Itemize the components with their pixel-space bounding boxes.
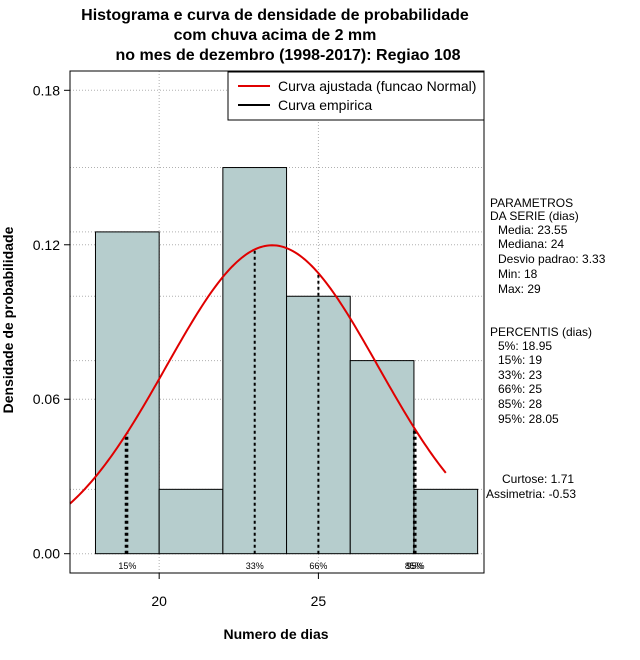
param-max: Max: 29 <box>498 282 541 296</box>
percentile-label-3: 66% <box>309 561 327 571</box>
legend-box <box>227 71 485 121</box>
histogram-bar-5 <box>413 488 479 555</box>
legend-label-fitted: Curva ajustada (funcao Normal) <box>278 78 476 94</box>
y-tick-label-3: 0.18 <box>33 82 60 98</box>
plot-frame <box>69 70 485 574</box>
curve-layer <box>69 244 447 505</box>
param-min: Min: 18 <box>498 267 538 281</box>
chart-title-line-1: Histograma e curva de densidade de proba… <box>81 7 469 24</box>
histogram-bar-4 <box>349 360 415 555</box>
percentis-title: PERCENTIS (dias) <box>490 325 592 339</box>
side-panel: PARAMETROS DA SERIE (dias) Media: 23.55 … <box>486 196 606 501</box>
histogram-bar-1 <box>158 488 224 555</box>
y-axis-label: Densidade de probabilidade <box>0 226 16 413</box>
chart-title-line-3: no mes de dezembro (1998-2017): Regiao 1… <box>115 47 460 64</box>
legend: Curva ajustada (funcao Normal) Curva emp… <box>227 71 485 121</box>
percentile-lines-layer: 15% 33% 66% 85%95% <box>118 249 425 571</box>
percentile-label-2: 33% <box>246 561 264 571</box>
param-title-2: DA SERIE (dias) <box>490 209 579 223</box>
x-tick-label-1: 25 <box>311 593 327 609</box>
histogram-bar-0 <box>94 231 160 555</box>
percentil-66: 66%: 25 <box>498 382 542 396</box>
legend-label-empirical: Curva empirica <box>278 97 372 113</box>
percentil-95: 95%: 28.05 <box>498 412 559 426</box>
param-media: Media: 23.55 <box>498 223 568 237</box>
param-title-1: PARAMETROS <box>490 196 573 210</box>
x-axis-label: Numero de dias <box>223 626 328 642</box>
y-tick-label-2: 0.12 <box>33 237 60 253</box>
chart-title-line-2: com chuva acima de 2 mm <box>174 27 377 44</box>
percentil-15: 15%: 19 <box>498 353 542 367</box>
percentil-85: 85%: 28 <box>498 397 542 411</box>
x-tick-label-0: 20 <box>151 593 167 609</box>
axis-layer: 0.00 0.06 0.12 0.18 20 25 <box>33 82 327 609</box>
percentil-33: 33%: 23 <box>498 368 542 382</box>
param-mediana: Mediana: 24 <box>498 237 564 251</box>
param-desvio: Desvio padrao: 3.33 <box>498 252 606 266</box>
y-tick-label-0: 0.00 <box>33 546 60 562</box>
y-tick-label-1: 0.06 <box>33 391 60 407</box>
bars-layer <box>94 167 479 555</box>
stat-curtose: Curtose: 1.71 <box>502 472 574 486</box>
normal-fit-curve <box>69 244 447 505</box>
percentile-label-4: 85% <box>405 561 423 571</box>
percentile-label-5: 95% <box>407 561 425 571</box>
stat-assimetria: Assimetria: -0.53 <box>486 487 576 501</box>
percentile-label-1: 15% <box>118 561 136 571</box>
percentil-5: 5%: 18.95 <box>498 339 552 353</box>
